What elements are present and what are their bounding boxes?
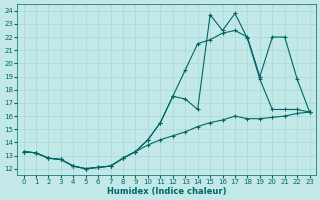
X-axis label: Humidex (Indice chaleur): Humidex (Indice chaleur) — [107, 187, 226, 196]
